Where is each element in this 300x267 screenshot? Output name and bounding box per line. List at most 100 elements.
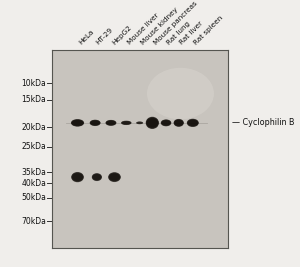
Ellipse shape <box>108 172 121 182</box>
Ellipse shape <box>174 120 183 126</box>
Ellipse shape <box>136 121 143 124</box>
Ellipse shape <box>174 120 183 126</box>
Ellipse shape <box>187 119 198 126</box>
Ellipse shape <box>92 173 102 181</box>
Ellipse shape <box>161 120 171 126</box>
Ellipse shape <box>110 174 119 180</box>
Ellipse shape <box>109 173 120 181</box>
Ellipse shape <box>73 174 82 180</box>
Ellipse shape <box>122 121 131 124</box>
Ellipse shape <box>174 120 183 126</box>
Ellipse shape <box>136 122 143 124</box>
Ellipse shape <box>106 121 116 125</box>
Ellipse shape <box>91 121 99 125</box>
Ellipse shape <box>162 121 170 125</box>
Ellipse shape <box>137 122 142 124</box>
Ellipse shape <box>146 117 159 129</box>
Ellipse shape <box>147 119 158 127</box>
Ellipse shape <box>109 173 120 181</box>
Ellipse shape <box>161 120 171 126</box>
Ellipse shape <box>147 120 158 126</box>
Text: 10kDa: 10kDa <box>21 79 46 88</box>
Ellipse shape <box>161 120 171 125</box>
Ellipse shape <box>72 172 83 182</box>
Ellipse shape <box>162 121 170 125</box>
Ellipse shape <box>72 120 83 126</box>
Text: 15kDa: 15kDa <box>21 95 46 104</box>
Ellipse shape <box>146 118 158 128</box>
Ellipse shape <box>91 121 100 125</box>
Ellipse shape <box>90 120 100 125</box>
Text: Mouse liver: Mouse liver <box>126 12 160 46</box>
Ellipse shape <box>110 174 119 180</box>
Ellipse shape <box>146 118 158 127</box>
Text: HeLa: HeLa <box>77 29 95 46</box>
Ellipse shape <box>187 119 199 127</box>
Ellipse shape <box>174 119 184 127</box>
Ellipse shape <box>122 121 130 124</box>
Ellipse shape <box>188 121 197 125</box>
Ellipse shape <box>108 172 121 182</box>
Ellipse shape <box>188 120 198 126</box>
Text: 20kDa: 20kDa <box>21 123 46 132</box>
Ellipse shape <box>121 121 131 125</box>
Ellipse shape <box>109 174 120 180</box>
Text: HT-29: HT-29 <box>95 27 114 46</box>
Ellipse shape <box>72 174 83 181</box>
Text: 35kDa: 35kDa <box>21 168 46 177</box>
Ellipse shape <box>106 121 116 125</box>
Ellipse shape <box>93 175 100 179</box>
Ellipse shape <box>106 120 116 125</box>
Ellipse shape <box>136 121 143 124</box>
Ellipse shape <box>72 173 83 181</box>
Ellipse shape <box>146 117 159 128</box>
Ellipse shape <box>72 120 83 125</box>
Ellipse shape <box>147 68 214 119</box>
Text: 25kDa: 25kDa <box>21 142 46 151</box>
Ellipse shape <box>146 118 158 128</box>
Ellipse shape <box>162 121 170 125</box>
Text: HepG2: HepG2 <box>111 24 133 46</box>
Text: Rat liver: Rat liver <box>179 21 204 46</box>
Ellipse shape <box>137 122 142 124</box>
Ellipse shape <box>71 119 84 127</box>
Ellipse shape <box>137 122 142 124</box>
Ellipse shape <box>122 121 131 125</box>
Ellipse shape <box>72 173 83 182</box>
Ellipse shape <box>122 121 131 124</box>
Ellipse shape <box>92 173 102 181</box>
Ellipse shape <box>122 121 131 125</box>
Ellipse shape <box>174 120 183 126</box>
Ellipse shape <box>72 121 83 125</box>
Ellipse shape <box>161 119 171 126</box>
Ellipse shape <box>91 121 100 125</box>
Ellipse shape <box>188 120 198 125</box>
Ellipse shape <box>72 121 82 125</box>
Ellipse shape <box>90 120 100 125</box>
Ellipse shape <box>121 121 132 125</box>
Ellipse shape <box>175 120 183 125</box>
Text: 40kDa: 40kDa <box>21 179 46 187</box>
Ellipse shape <box>188 120 198 125</box>
Ellipse shape <box>175 121 183 125</box>
Ellipse shape <box>122 121 130 124</box>
Ellipse shape <box>72 120 83 125</box>
Ellipse shape <box>109 173 120 181</box>
Bar <box>52 50 228 248</box>
Ellipse shape <box>93 175 101 179</box>
Ellipse shape <box>92 174 101 180</box>
Ellipse shape <box>107 121 115 124</box>
Ellipse shape <box>136 121 143 124</box>
Ellipse shape <box>90 120 101 126</box>
Ellipse shape <box>90 120 100 126</box>
Ellipse shape <box>136 122 143 124</box>
Ellipse shape <box>91 121 100 125</box>
Ellipse shape <box>147 119 158 127</box>
Ellipse shape <box>106 120 116 126</box>
Ellipse shape <box>90 120 101 126</box>
Ellipse shape <box>188 120 198 126</box>
Ellipse shape <box>147 119 158 127</box>
Ellipse shape <box>161 120 171 126</box>
Ellipse shape <box>175 120 183 125</box>
Ellipse shape <box>71 120 84 126</box>
